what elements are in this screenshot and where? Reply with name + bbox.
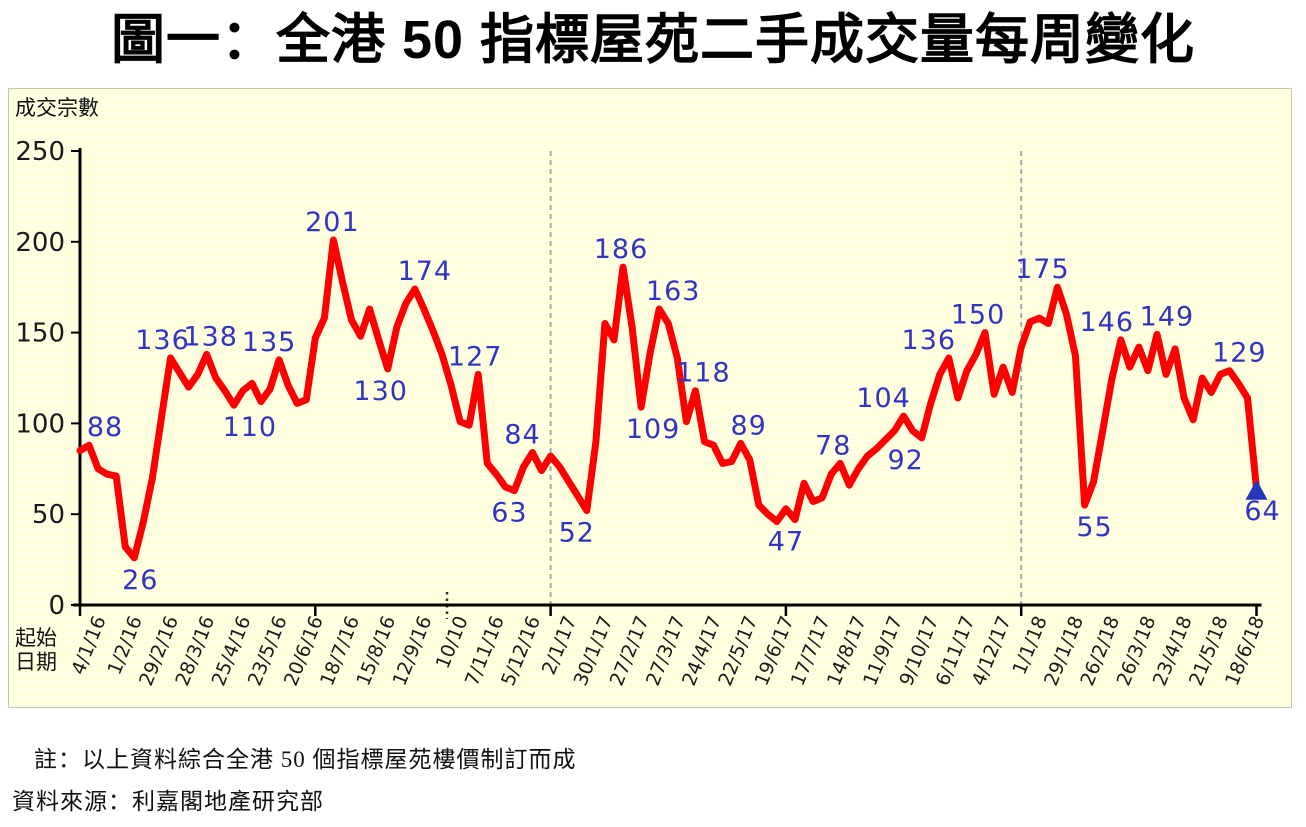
data-point-label: 136	[902, 325, 957, 356]
y-axis-label: 50	[32, 500, 65, 530]
y-axis-title: 成交宗數	[15, 97, 99, 120]
data-point-label: 149	[1140, 301, 1195, 332]
data-point-label: 84	[504, 419, 540, 450]
data-point-label: 174	[398, 256, 453, 287]
data-point-label: 146	[1079, 307, 1134, 338]
y-axis-label: 200	[15, 228, 65, 258]
data-point-label: 110	[223, 412, 278, 443]
data-point-label: 130	[353, 376, 408, 407]
data-point-label: 135	[242, 327, 297, 358]
data-point-label: 26	[122, 565, 158, 596]
y-axis-label: 100	[15, 409, 65, 439]
series-line	[76, 236, 1260, 562]
source-note: 資料來源：利嘉閣地產研究部	[12, 789, 324, 814]
data-point-label: 64	[1244, 496, 1280, 527]
data-point-label: 136	[135, 325, 190, 356]
x-axis-title: 日期	[15, 651, 57, 674]
data-point-label: 63	[491, 498, 527, 529]
data-point-label: 186	[594, 234, 649, 265]
data-point-label: 150	[951, 300, 1006, 331]
chart-title: 圖一：全港 50 指標屋苑二手成交量每周變化	[110, 10, 1196, 70]
line-chart-svg: 0501001502002504/1/161/2/1629/2/1628/3/1…	[15, 97, 1280, 689]
data-point-label: 55	[1076, 512, 1112, 543]
data-point-label: 89	[730, 410, 766, 441]
last-point-marker	[1245, 479, 1268, 500]
y-axis-label: 150	[15, 319, 65, 349]
data-point-label: 175	[1015, 254, 1070, 285]
data-point-label: 118	[676, 358, 731, 389]
data-point-label: 78	[815, 430, 851, 461]
data-point-label: 47	[768, 527, 804, 558]
data-point-label: 52	[559, 518, 595, 549]
data-point-label: 109	[626, 414, 681, 445]
y-axis-label: 0	[48, 591, 65, 621]
y-axis-label: 250	[15, 137, 65, 167]
x-axis-label: 10/10	[432, 613, 473, 672]
data-point-label: 104	[856, 383, 911, 414]
chart-area: 0 50 100 150 200 250 4/1/16 1/2/16 29/2/16 28/3/1…	[8, 88, 1292, 708]
data-point-label: 138	[183, 321, 238, 352]
data-point-label: 129	[1212, 338, 1267, 369]
data-point-label: 88	[87, 412, 123, 443]
data-point-label: 201	[305, 207, 360, 238]
data-point-label: 127	[448, 341, 503, 372]
data-point-label: 92	[887, 445, 923, 476]
x-axis-title: 起始	[15, 627, 57, 650]
footnote: 註：以上資料綜合全港 50 個指標屋苑樓價制訂而成	[34, 747, 577, 772]
data-point-label: 163	[646, 276, 701, 307]
